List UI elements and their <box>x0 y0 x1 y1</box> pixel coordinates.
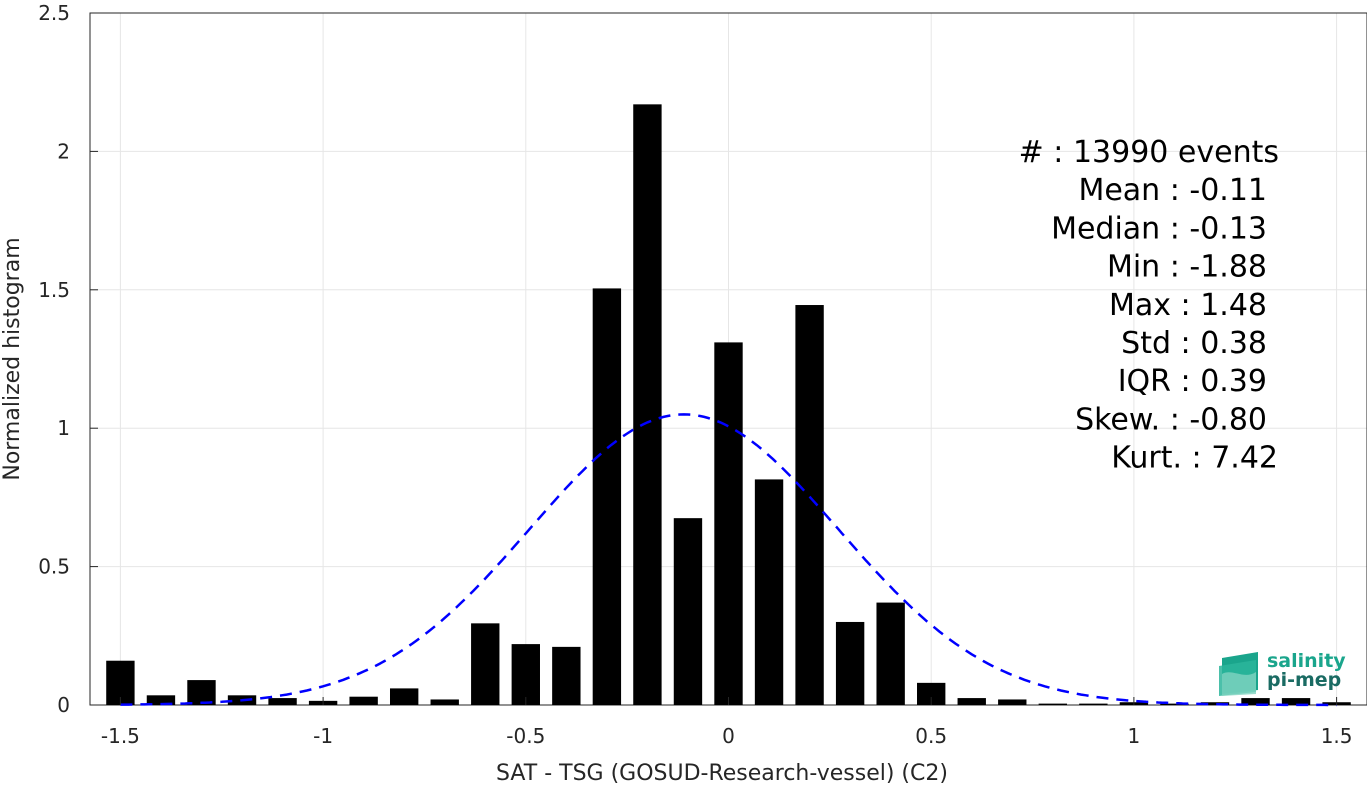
logo-line1: salinity <box>1267 650 1346 672</box>
x-tick-label: 1.5 <box>1321 724 1353 748</box>
logo-line2: pi-mep <box>1267 669 1341 691</box>
y-tick-label: 2.5 <box>38 1 70 25</box>
x-tick-label: -1 <box>313 724 333 748</box>
histogram-bars <box>106 104 1351 706</box>
stat-line: Min : -1.88 <box>1107 250 1267 285</box>
x-tick-label: 1 <box>1128 724 1141 748</box>
histogram-bar <box>633 104 662 706</box>
x-axis-label: SAT - TSG (GOSUD-Research-vessel) (C2) <box>496 761 948 785</box>
histogram-bar <box>714 342 743 705</box>
histogram-bar <box>1160 703 1189 705</box>
histogram-bar <box>1079 703 1108 705</box>
logo-waves-icon <box>1219 652 1258 696</box>
histogram-bar <box>835 621 865 705</box>
stat-line: Skew. : -0.80 <box>1075 402 1267 437</box>
histogram-bar <box>471 623 500 705</box>
x-tick-label: 0.5 <box>915 724 947 748</box>
histogram-bar <box>592 288 622 705</box>
stat-line: IQR : 0.39 <box>1118 364 1267 399</box>
histogram-bar <box>998 699 1027 705</box>
histogram-bar <box>146 695 176 705</box>
histogram-bar <box>187 680 216 705</box>
y-axis-label: Normalized histogram <box>0 237 25 480</box>
histogram-bar <box>552 646 581 705</box>
stat-line: # : 13990 events <box>1019 135 1279 170</box>
y-tick-label: 2 <box>57 139 70 163</box>
y-tick-labels: 0 0.5 1 1.5 2 2.5 <box>38 1 70 717</box>
histogram-bar <box>389 688 419 705</box>
y-tick-label: 1 <box>57 416 70 440</box>
histogram-bar <box>430 699 459 705</box>
stat-line: Mean : -0.11 <box>1078 173 1267 208</box>
x-tick-label: -0.5 <box>506 724 545 748</box>
histogram-bar <box>957 698 986 705</box>
x-tick-labels: -1.5 -1 -0.5 0 0.5 1 1.5 <box>101 724 1353 748</box>
stat-line: Median : -0.13 <box>1051 211 1267 246</box>
histogram-bar <box>917 682 946 705</box>
axis-ticks <box>90 12 1338 706</box>
stat-line: Max : 1.48 <box>1109 288 1267 323</box>
histogram-bar <box>1038 703 1068 705</box>
stat-line: Std : 0.38 <box>1121 326 1267 361</box>
normal-fit-curve <box>120 413 1337 707</box>
y-tick-label: 0.5 <box>38 555 70 579</box>
histogram-bar <box>1281 698 1311 705</box>
histogram-bar <box>349 696 378 705</box>
histogram-bar <box>511 644 540 705</box>
y-tick-label: 1.5 <box>38 278 70 302</box>
histogram-bar <box>1200 702 1230 705</box>
histogram-bar <box>673 518 703 705</box>
histogram-bar <box>268 698 297 705</box>
stat-line: Kurt. : 7.42 <box>1111 441 1278 476</box>
histogram-bar <box>1241 698 1270 705</box>
histogram-bar <box>795 305 824 705</box>
x-tick-label: 0 <box>722 724 735 748</box>
histogram-bar <box>754 479 784 705</box>
salinity-pi-mep-logo: salinity pi-mep <box>1219 650 1346 696</box>
y-tick-label: 0 <box>57 693 70 717</box>
x-tick-label: -1.5 <box>101 724 140 748</box>
histogram-bar <box>876 602 905 705</box>
